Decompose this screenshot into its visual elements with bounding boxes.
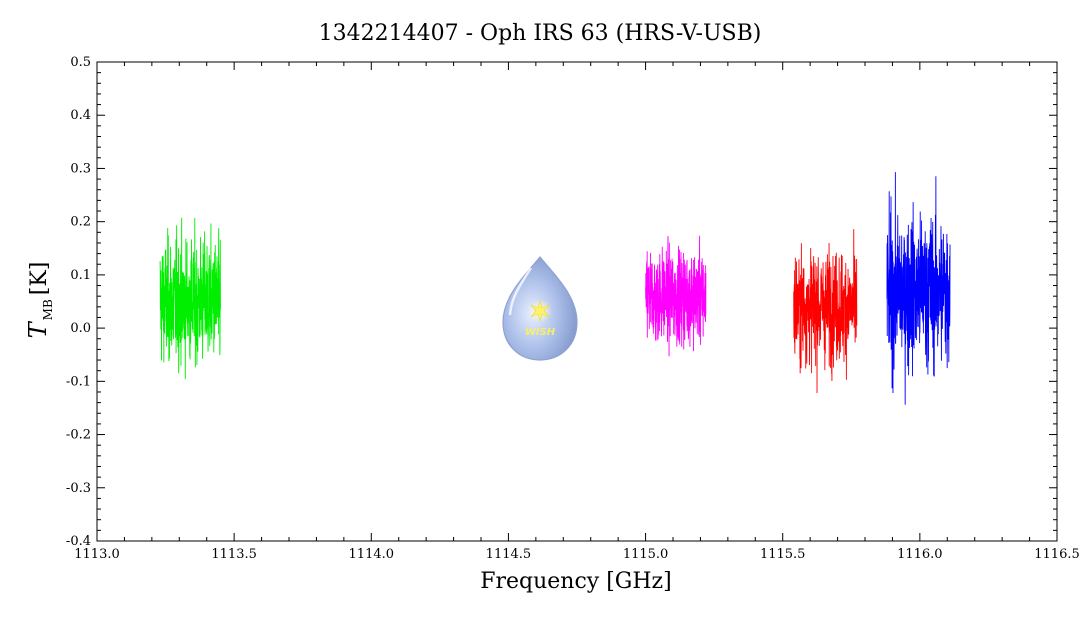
y-tick-label: 0.1 [70, 268, 91, 283]
y-tick-label: -0.1 [66, 374, 91, 389]
logo-text: WISH [525, 327, 556, 338]
y-axis-label-sub: MB [41, 299, 55, 320]
spectrum-series-1 [159, 217, 221, 380]
plot-area [96, 61, 1058, 542]
spectrum-series-4 [886, 172, 951, 405]
y-tick-label: 0.5 [70, 55, 91, 70]
y-axis-ticks: -0.4 -0.3 -0.2 -0.1 0.0 0.1 0.2 0.3 0.4 0.5 [66, 55, 1057, 549]
y-tick-label: -0.3 [66, 481, 91, 496]
star-icon [530, 299, 550, 323]
x-tick-label: 1116.5 [1034, 547, 1080, 562]
y-axis-label-unit: [K] [27, 262, 52, 296]
axis-labels: Frequency [GHz] TMB [K] [24, 262, 672, 594]
x-axis-label: Frequency [GHz] [480, 569, 672, 594]
y-axis-label-main: T [24, 320, 52, 338]
x-tick-label: 1116.0 [897, 547, 943, 562]
chart-title: 1342214407 - Oph IRS 63 (HRS-V-USB) [319, 21, 762, 46]
x-tick-label: 1114.5 [486, 547, 532, 562]
plot-frame [96, 61, 1058, 542]
y-tick-label: 0.3 [70, 161, 91, 176]
y-tick-label: 0.0 [70, 321, 91, 336]
y-tick-label: -0.4 [66, 534, 91, 549]
y-tick-label: 0.2 [70, 215, 91, 230]
x-tick-label: 1114.0 [349, 547, 395, 562]
y-axis-label: TMB [K] [24, 262, 55, 339]
spectrum-series-2 [645, 235, 707, 357]
y-tick-label: -0.2 [66, 428, 91, 443]
series-layer [159, 172, 951, 405]
y-tick-label: 0.4 [70, 108, 91, 123]
x-tick-label: 1113.0 [74, 547, 120, 562]
x-axis-ticks: 1113.0 1113.5 1114.0 1114.5 1115.0 1115.5 1116… [74, 62, 1080, 562]
x-tick-label: 1115.0 [623, 547, 669, 562]
svg-text:TMB[K]: TMB [K] [24, 262, 55, 339]
x-tick-label: 1115.5 [760, 547, 806, 562]
wish-logo: WISH [502, 256, 578, 361]
spectrum-series-3 [793, 229, 858, 393]
x-tick-label: 1113.5 [211, 547, 257, 562]
